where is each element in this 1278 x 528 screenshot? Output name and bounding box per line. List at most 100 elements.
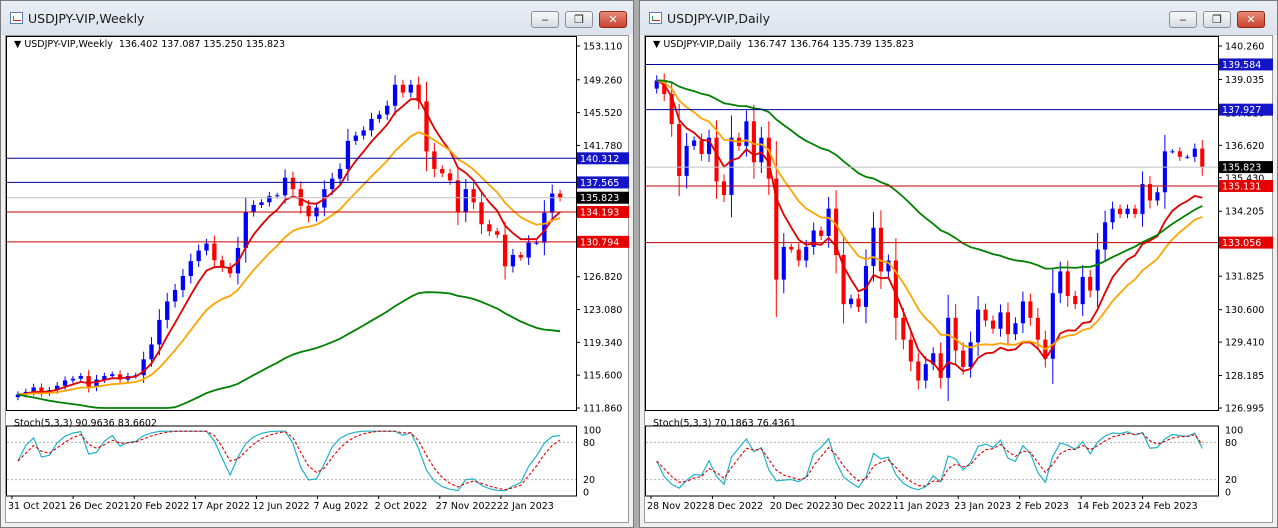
candle-body [871, 227, 876, 266]
ma-fast-line [17, 98, 561, 396]
candle-body [31, 387, 36, 392]
price-tick-label: 119.340 [583, 338, 622, 349]
candle-body [447, 173, 453, 181]
level-label: 130.794 [580, 237, 619, 248]
restore-button[interactable]: ❐ [1203, 11, 1231, 28]
ma-fast-line [656, 79, 1203, 374]
price-tick-label: 136.620 [1225, 141, 1264, 152]
restore-button[interactable]: ❐ [565, 11, 593, 28]
candle-body [518, 254, 523, 258]
date-label: 31 Oct 2021 [8, 501, 67, 512]
price-tick-label: 139.035 [1225, 75, 1264, 86]
candle-body [55, 385, 60, 391]
candle-body [70, 378, 76, 381]
dropdown-triangle-icon[interactable]: ▼ [14, 39, 25, 50]
candle-body [781, 246, 786, 280]
level-label-bg [577, 235, 629, 248]
candle-body [946, 317, 951, 378]
candle-body [502, 234, 508, 267]
candle-body [826, 208, 831, 236]
candle-body [243, 211, 248, 248]
price-tick-label: 135.430 [1225, 173, 1264, 184]
candle-body [267, 196, 272, 203]
price-tick-label: 111.860 [583, 404, 622, 415]
level-label: 135.823 [1222, 163, 1261, 174]
chart-info: ▼ USDJPY-VIP,Weekly 136.402 137.087 135.… [14, 39, 285, 50]
candle-body [729, 137, 734, 196]
date-label: 7 Aug 2022 [314, 501, 369, 512]
daily-chart-canvas[interactable]: 140.260139.035137.810136.620135.430134.2… [645, 36, 1274, 524]
date-label: 27 Nov 2022 [436, 501, 497, 512]
date-label: 23 Jan 2023 [954, 501, 1011, 512]
candle-body [510, 254, 516, 267]
date-label: 11 Jan 2023 [893, 501, 950, 512]
minimize-button[interactable]: ‒ [531, 11, 559, 28]
candle-body [1073, 295, 1078, 305]
level-label: 135.131 [1222, 181, 1261, 192]
candle-body [432, 151, 437, 169]
close-button[interactable]: ✕ [1237, 11, 1265, 28]
candle-body [848, 298, 854, 305]
candle-body [180, 276, 186, 291]
level-label: 140.312 [580, 154, 619, 165]
ma-mid-line [656, 79, 1203, 351]
chart-area[interactable]: 140.260139.035137.810136.620135.430134.2… [644, 35, 1273, 523]
chart-symbol: USDJPY-VIP,Weekly [24, 39, 113, 50]
candle-body [1020, 301, 1025, 324]
candle-body [306, 205, 311, 217]
candle-body [878, 227, 883, 272]
candle-body [1177, 151, 1182, 157]
ma-slow-line [656, 79, 1203, 270]
price-tick-label: 153.110 [583, 42, 622, 53]
candle-body [495, 231, 500, 235]
weekly-chart-window[interactable]: USDJPY-VIP,Weekly ‒ ❐ ✕ 153.110 149.260 14… [0, 0, 634, 528]
candle-body [662, 80, 667, 95]
stoch-tick-label: 0 [1225, 488, 1231, 499]
candle-body [953, 317, 958, 351]
daily-chart-window[interactable]: USDJPY-VIP,Daily ‒ ❐ ✕ 140.260 139.035 137… [639, 0, 1278, 528]
candle-body [1192, 148, 1197, 157]
candle-body [487, 224, 492, 232]
price-tick-label: 115.600 [583, 371, 622, 382]
minimize-button[interactable]: ‒ [1169, 11, 1197, 28]
candle-body [290, 177, 296, 190]
stoch-signal-line [17, 430, 561, 491]
stoch-tick-label: 0 [583, 488, 589, 499]
chart-area[interactable]: 153.110 149.260 145.520 141.780 137.565 134.1… [5, 35, 629, 523]
candle-body [706, 137, 712, 155]
chart-window-icon [649, 12, 662, 24]
candle-body [931, 353, 936, 365]
candle-body [117, 374, 123, 380]
main-panel-frame [645, 36, 1219, 411]
level-label-bg [1219, 161, 1273, 174]
window-titlebar[interactable]: USDJPY-VIP,Daily ‒ ❐ ✕ [640, 1, 1277, 35]
level-label: 134.193 [580, 208, 619, 219]
candle-body [692, 140, 697, 146]
candle-body [804, 246, 809, 261]
candle-body [1110, 208, 1115, 223]
candle-body [923, 364, 928, 381]
window-titlebar[interactable]: USDJPY-VIP,Weekly ‒ ❐ ✕ [1, 1, 633, 35]
candle-body [1103, 222, 1108, 250]
candle-body [811, 230, 816, 247]
price-tick-label: 149.260 [583, 75, 622, 86]
stoch-main-line [656, 431, 1203, 491]
price-tick-label: 128.185 [1225, 371, 1264, 382]
candle-body [78, 376, 83, 379]
stoch-tick-label: 20 [583, 475, 595, 486]
candle-body [983, 309, 988, 321]
candle-body [526, 242, 531, 258]
dropdown-triangle-icon[interactable]: ▼ [653, 39, 664, 50]
candle-body [938, 353, 943, 378]
candle-body [1005, 312, 1011, 335]
date-label: 14 Feb 2023 [1077, 501, 1136, 512]
date-label: 12 Jun 2022 [252, 501, 309, 512]
candle-body [1095, 249, 1100, 291]
close-button[interactable]: ✕ [599, 11, 627, 28]
candle-body [94, 379, 99, 387]
weekly-chart-canvas[interactable]: 153.110 149.260 145.520 141.780 137.565 134.1… [6, 36, 630, 524]
price-tick-label: 129.410 [1225, 338, 1264, 349]
candle-body [15, 394, 21, 398]
level-label-bg [577, 152, 629, 165]
candle-body [141, 359, 146, 376]
